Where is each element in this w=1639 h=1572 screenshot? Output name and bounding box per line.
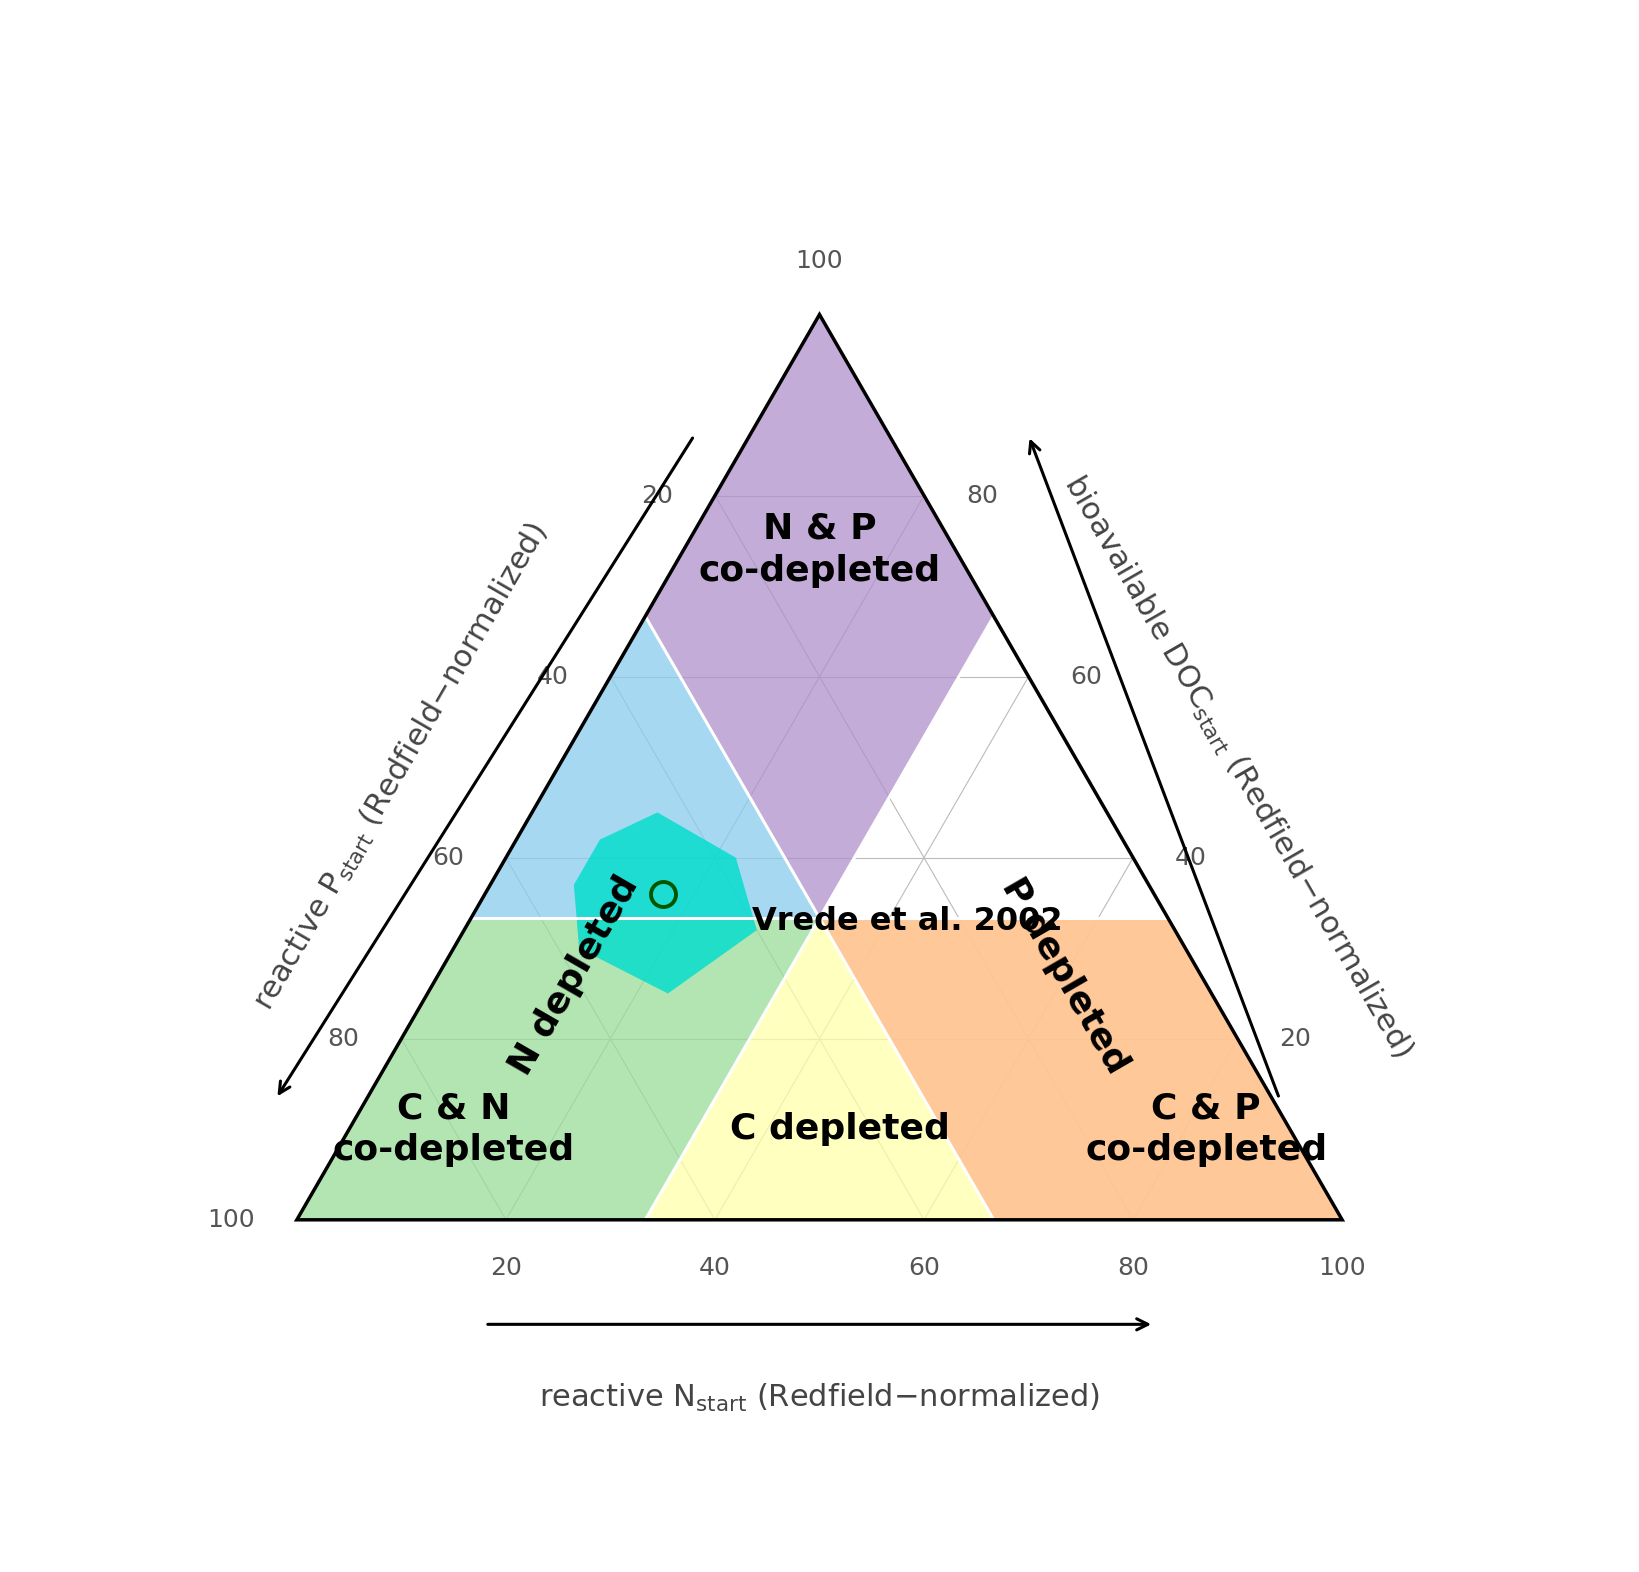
- Text: reactive P$_\mathrm{start}$ (Redfield$-$normalized): reactive P$_\mathrm{start}$ (Redfield$-$…: [249, 519, 554, 1016]
- Text: 60: 60: [1070, 665, 1103, 689]
- Polygon shape: [646, 314, 993, 918]
- Text: 40: 40: [698, 1256, 731, 1280]
- Text: 40: 40: [536, 665, 569, 689]
- Text: C & N
co-depleted: C & N co-depleted: [333, 1091, 575, 1168]
- Text: 20: 20: [641, 484, 674, 508]
- Polygon shape: [574, 813, 757, 994]
- Text: 20: 20: [1280, 1027, 1311, 1050]
- Text: 80: 80: [1118, 1256, 1149, 1280]
- Text: 80: 80: [328, 1027, 359, 1050]
- Text: P depleted: P depleted: [995, 871, 1134, 1078]
- Text: 80: 80: [965, 484, 998, 508]
- Text: bioavailable DOC$_\mathrm{start}$ (Redfield$-$normalized): bioavailable DOC$_\mathrm{start}$ (Redfi…: [1057, 470, 1418, 1064]
- Polygon shape: [297, 918, 820, 1220]
- Text: 100: 100: [1318, 1256, 1365, 1280]
- Polygon shape: [470, 314, 820, 918]
- Text: C & P
co-depleted: C & P co-depleted: [1085, 1091, 1328, 1168]
- Text: 60: 60: [433, 846, 464, 869]
- Text: Vrede et al. 2002: Vrede et al. 2002: [752, 905, 1062, 937]
- Text: 100: 100: [208, 1207, 256, 1232]
- Text: N & P
co-depleted: N & P co-depleted: [698, 512, 941, 588]
- Text: 40: 40: [1175, 846, 1206, 869]
- Text: 100: 100: [795, 248, 844, 272]
- Text: C depleted: C depleted: [731, 1113, 951, 1146]
- Polygon shape: [820, 918, 1342, 1220]
- Polygon shape: [820, 918, 1342, 1220]
- Polygon shape: [297, 918, 1342, 1220]
- Text: N depleted: N depleted: [503, 869, 644, 1082]
- Text: 20: 20: [490, 1256, 521, 1280]
- Text: 60: 60: [908, 1256, 941, 1280]
- Text: reactive N$_\mathrm{start}$ (Redfield$-$normalized): reactive N$_\mathrm{start}$ (Redfield$-$…: [539, 1382, 1100, 1413]
